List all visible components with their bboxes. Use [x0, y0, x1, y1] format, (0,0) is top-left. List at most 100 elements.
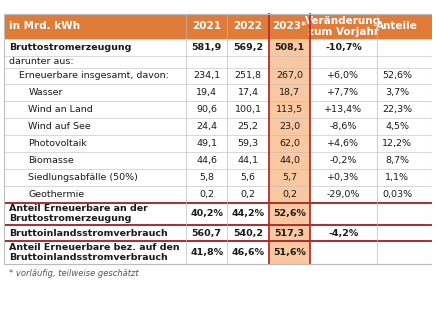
Bar	[310, 68, 377, 85]
Text: Photovoltaik: Photovoltaik	[28, 139, 87, 148]
Bar	[186, 118, 228, 135]
Text: 508,1: 508,1	[275, 43, 305, 52]
Bar	[269, 203, 310, 225]
Bar	[377, 56, 418, 68]
Text: 44,2%: 44,2%	[232, 209, 265, 218]
Text: 25,2: 25,2	[238, 122, 259, 131]
Bar	[310, 169, 377, 186]
Text: 44,1: 44,1	[238, 156, 259, 165]
Text: in Mrd. kWh: in Mrd. kWh	[10, 22, 81, 31]
Bar	[4, 101, 186, 118]
Bar	[186, 68, 228, 85]
Bar	[186, 85, 228, 101]
Bar	[186, 203, 228, 225]
Bar	[4, 14, 432, 264]
Bar	[310, 101, 377, 118]
Bar	[228, 241, 269, 264]
Bar	[228, 203, 269, 225]
Bar	[228, 39, 269, 56]
Bar	[4, 169, 186, 186]
Bar	[4, 241, 186, 264]
Bar	[4, 186, 186, 203]
Text: 51,6%: 51,6%	[273, 248, 306, 257]
Text: -4,2%: -4,2%	[328, 228, 358, 238]
Bar	[228, 56, 269, 68]
Bar	[377, 169, 418, 186]
Bar	[377, 186, 418, 203]
Text: 17,4: 17,4	[238, 88, 259, 97]
Text: 581,9: 581,9	[191, 43, 222, 52]
Text: 3,7%: 3,7%	[385, 88, 409, 97]
Text: 22,3%: 22,3%	[382, 105, 412, 114]
Bar	[269, 118, 310, 135]
Text: 560,7: 560,7	[192, 228, 221, 238]
Text: +7,7%: +7,7%	[327, 88, 359, 97]
Text: * vorläufig, teilweise geschätzt: * vorläufig, teilweise geschätzt	[10, 269, 139, 278]
Bar	[186, 169, 228, 186]
Bar	[269, 56, 310, 68]
Text: +13,4%: +13,4%	[324, 105, 362, 114]
Text: 234,1: 234,1	[193, 71, 220, 80]
Bar	[186, 56, 228, 68]
Text: 2022: 2022	[234, 22, 262, 31]
Text: +4,6%: +4,6%	[327, 139, 359, 148]
Text: 0,2: 0,2	[199, 190, 214, 198]
Text: Veränderung
zum Vorjahr: Veränderung zum Vorjahr	[305, 16, 382, 37]
Text: -10,7%: -10,7%	[325, 43, 362, 52]
Bar	[377, 241, 418, 264]
Bar	[228, 101, 269, 118]
Text: 52,6%: 52,6%	[382, 71, 412, 80]
Bar	[228, 85, 269, 101]
Text: 24,4: 24,4	[196, 122, 217, 131]
Text: 517,3: 517,3	[275, 228, 305, 238]
Bar	[377, 39, 418, 56]
Text: Wind an Land: Wind an Land	[28, 105, 93, 114]
Bar	[4, 152, 186, 169]
Bar	[269, 169, 310, 186]
Bar	[228, 169, 269, 186]
Text: Anteile: Anteile	[376, 22, 418, 31]
Bar	[4, 56, 186, 68]
Bar	[228, 225, 269, 241]
Text: 267,0: 267,0	[276, 71, 303, 80]
Bar	[186, 241, 228, 264]
Text: 12,2%: 12,2%	[382, 139, 412, 148]
Text: 19,4: 19,4	[196, 88, 217, 97]
Text: Anteil Erneuerbare an der
Bruttostromerzeugung: Anteil Erneuerbare an der Bruttostromerz…	[10, 204, 148, 223]
Text: 0,2: 0,2	[282, 190, 297, 198]
Text: -8,6%: -8,6%	[330, 122, 357, 131]
Bar	[310, 203, 377, 225]
Text: 46,6%: 46,6%	[232, 248, 265, 257]
Bar	[310, 186, 377, 203]
Bar	[377, 203, 418, 225]
Text: 90,6: 90,6	[196, 105, 217, 114]
Text: 40,2%: 40,2%	[190, 209, 223, 218]
Bar	[4, 14, 432, 39]
Text: 4,5%: 4,5%	[385, 122, 409, 131]
Bar	[269, 101, 310, 118]
Text: 8,7%: 8,7%	[385, 156, 409, 165]
Text: 44,6: 44,6	[196, 156, 217, 165]
Bar	[377, 85, 418, 101]
Bar	[4, 118, 186, 135]
Bar	[269, 225, 310, 241]
Text: 41,8%: 41,8%	[190, 248, 223, 257]
Bar	[228, 118, 269, 135]
Bar	[310, 39, 377, 56]
Text: darunter aus:: darunter aus:	[10, 57, 74, 66]
Text: 2023*: 2023*	[272, 22, 307, 31]
Bar	[4, 39, 186, 56]
Bar	[310, 56, 377, 68]
Bar	[228, 68, 269, 85]
Bar	[4, 203, 186, 225]
Text: 52,6%: 52,6%	[273, 209, 306, 218]
Bar	[186, 135, 228, 152]
Bar	[310, 135, 377, 152]
Text: Wasser: Wasser	[28, 88, 63, 97]
Text: Anteil Erneuerbare bez. auf den
Bruttoinlandsstromverbrauch: Anteil Erneuerbare bez. auf den Bruttoin…	[10, 243, 180, 262]
Text: 251,8: 251,8	[235, 71, 262, 80]
Bar	[377, 118, 418, 135]
Bar	[269, 241, 310, 264]
Bar	[269, 135, 310, 152]
Text: 0,03%: 0,03%	[382, 190, 412, 198]
